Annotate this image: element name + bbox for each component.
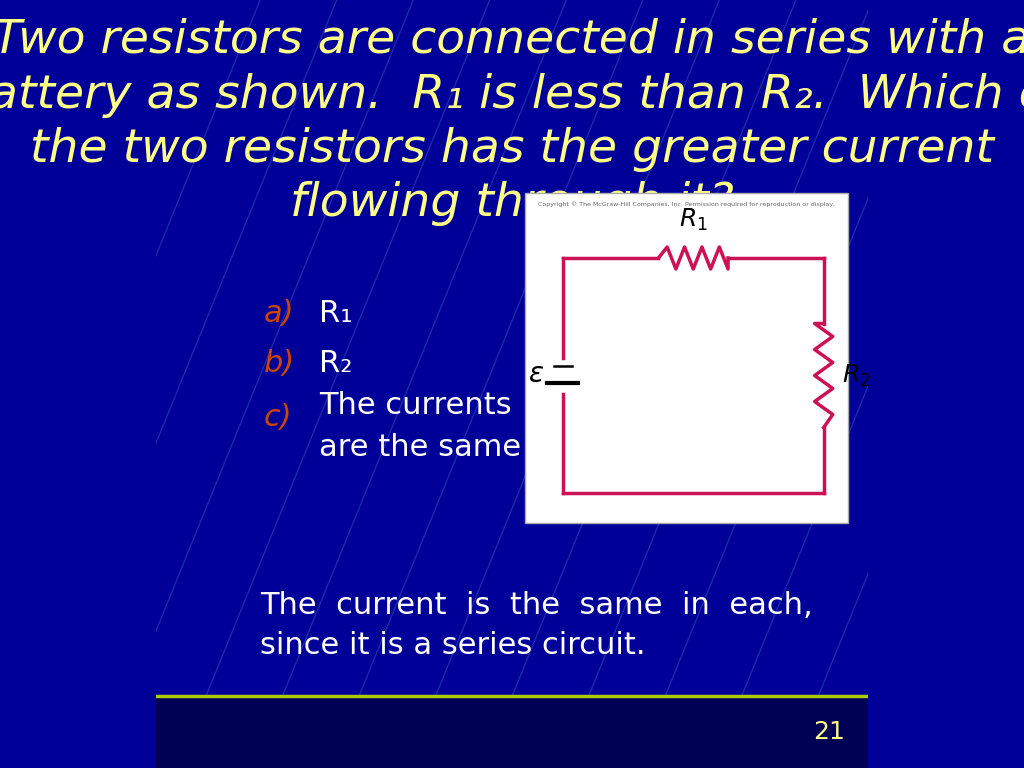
Text: c): c) — [263, 403, 292, 432]
Text: a): a) — [263, 299, 294, 327]
Text: 21: 21 — [813, 720, 845, 744]
FancyBboxPatch shape — [524, 193, 848, 523]
Text: Copyright © The McGraw-Hill Companies, Inc. Permission required for reproduction: Copyright © The McGraw-Hill Companies, I… — [539, 201, 835, 207]
Bar — [156, 696, 868, 768]
Text: are the same: are the same — [319, 433, 521, 462]
Text: The  current  is  the  same  in  each,: The current is the same in each, — [260, 591, 813, 621]
Text: The currents: The currents — [319, 392, 512, 421]
Text: R₁: R₁ — [319, 299, 353, 327]
Text: R₂: R₂ — [319, 349, 352, 378]
Text: battery as shown.  R₁ is less than R₂.  Which of: battery as shown. R₁ is less than R₂. Wh… — [0, 74, 1024, 118]
Text: flowing through it?: flowing through it? — [290, 180, 734, 226]
Text: the two resistors has the greater current: the two resistors has the greater curren… — [30, 127, 994, 173]
Text: b): b) — [263, 349, 295, 378]
Text: $\varepsilon$: $\varepsilon$ — [528, 359, 545, 388]
Text: Two resistors are connected in series with a: Two resistors are connected in series wi… — [0, 18, 1024, 62]
Text: $R_2$: $R_2$ — [842, 362, 870, 389]
Text: since it is a series circuit.: since it is a series circuit. — [260, 631, 645, 660]
Text: $R_1$: $R_1$ — [679, 207, 708, 233]
